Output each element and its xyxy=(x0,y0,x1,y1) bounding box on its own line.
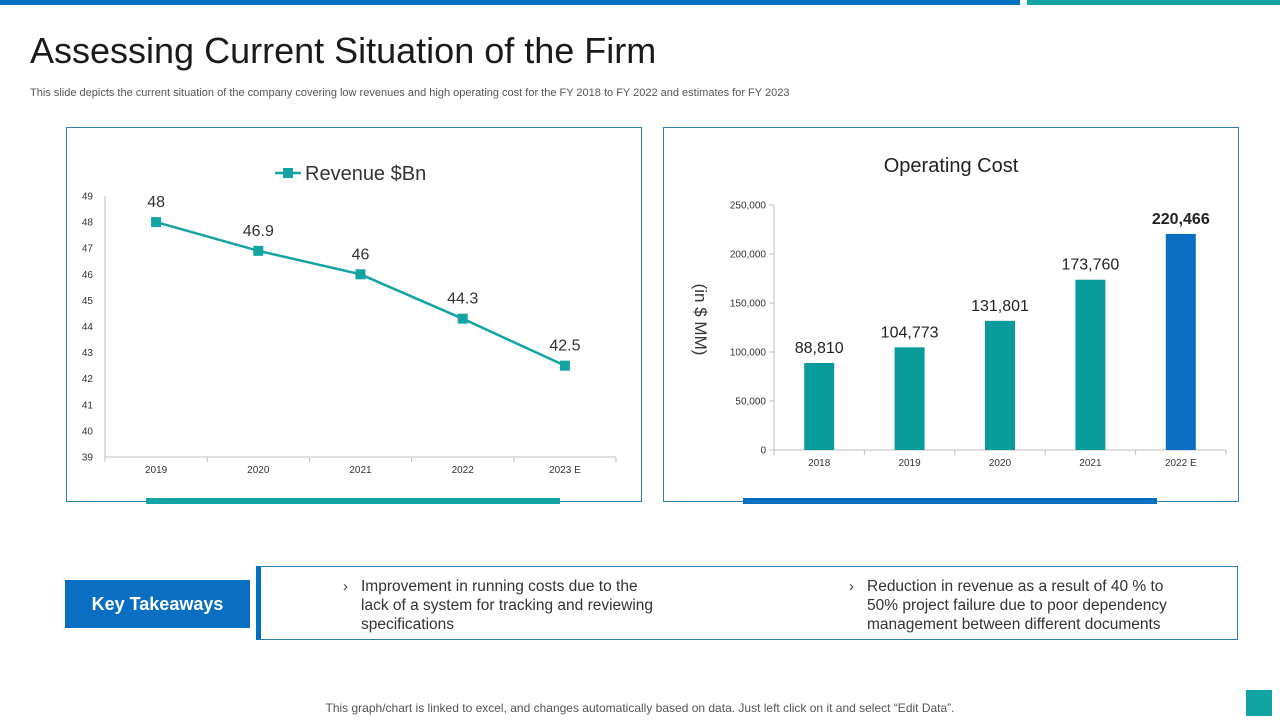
y-tick-label: 200,000 xyxy=(730,250,767,261)
x-tick-label: 2019 xyxy=(898,458,921,469)
revenue-data-point xyxy=(559,360,570,371)
x-tick-label: 2022 xyxy=(452,465,475,476)
y-tick-label: 150,000 xyxy=(730,299,767,310)
revenue-line-chart[interactable]: 39 40 41 42 43 44 45 46 47 48 49 2019 2020 2021 2022 20… xyxy=(67,128,641,501)
y-tick-label: 40 xyxy=(82,426,94,437)
y-tick-label: 42 xyxy=(82,374,94,385)
y-tick-label: 39 xyxy=(82,453,94,464)
revenue-data-label: 46 xyxy=(352,246,370,263)
top-accent-bar-blue xyxy=(0,0,1020,5)
takeaway-item: › Improvement in running costs due to th… xyxy=(343,577,661,634)
y-tick-label: 41 xyxy=(82,400,94,411)
operating-cost-bar xyxy=(1075,279,1106,450)
y-tick-label: 50,000 xyxy=(735,397,766,408)
revenue-data-label: 42.5 xyxy=(549,338,580,355)
chevron-right-icon: › xyxy=(849,578,854,595)
legend-marker xyxy=(283,168,293,178)
x-tick-label: 2023 E xyxy=(549,465,581,476)
operating-cost-bar xyxy=(1165,233,1196,450)
operating-cost-bar xyxy=(804,362,835,450)
y-tick-label: 44 xyxy=(82,322,94,333)
corner-accent-square xyxy=(1246,690,1272,716)
operating-cost-bar xyxy=(985,320,1015,450)
x-tick-label: 2021 xyxy=(1079,458,1102,469)
y-tick-label: 0 xyxy=(760,446,766,457)
revenue-data-point xyxy=(355,269,366,280)
operating-cost-data-label: 88,810 xyxy=(795,340,844,357)
operating-cost-chart-panel[interactable]: Operating Cost 0 50,000 100,000 150,000 200,0… xyxy=(663,127,1239,502)
x-tick-label: 2019 xyxy=(145,465,168,476)
revenue-data-label: 44.3 xyxy=(447,291,478,308)
revenue-panel-accent xyxy=(146,498,560,504)
y-tick-label: 250,000 xyxy=(730,201,767,212)
revenue-data-point xyxy=(253,245,264,256)
top-accent-bar-teal xyxy=(1027,0,1280,5)
x-tick-label: 2018 xyxy=(808,458,831,469)
key-takeaways-panel: › Improvement in running costs due to th… xyxy=(256,566,1238,640)
x-tick-label: 2022 E xyxy=(1165,458,1197,469)
revenue-chart-panel[interactable]: 39 40 41 42 43 44 45 46 47 48 49 2019 2020 2021 2022 20… xyxy=(66,127,642,502)
y-axis-title: (in $ MM) xyxy=(691,284,710,356)
revenue-data-label: 48 xyxy=(147,194,165,211)
chevron-right-icon: › xyxy=(343,578,348,595)
y-tick-label: 45 xyxy=(82,296,94,307)
footer-note: This graph/chart is linked to excel, and… xyxy=(325,701,955,715)
page-subtitle: This slide depicts the current situation… xyxy=(30,87,790,99)
takeaway-item: › Reduction in revenue as a result of 40… xyxy=(849,577,1167,634)
operating-cost-data-label: 104,773 xyxy=(881,324,939,341)
y-tick-label: 100,000 xyxy=(730,348,767,359)
operating-cost-data-label: 220,466 xyxy=(1152,211,1210,228)
takeaway-text: Reduction in revenue as a result of 40 %… xyxy=(867,578,1167,633)
x-tick-label: 2020 xyxy=(247,465,270,476)
legend-label: Revenue $Bn xyxy=(305,163,426,185)
revenue-series-line xyxy=(155,220,566,367)
revenue-data-point xyxy=(457,313,468,324)
y-tick-label: 47 xyxy=(82,244,94,255)
operating-cost-data-label: 131,801 xyxy=(971,298,1029,315)
page-title: Assessing Current Situation of the Firm xyxy=(30,30,657,71)
revenue-data-label: 46.9 xyxy=(243,223,274,240)
operating-cost-bar xyxy=(894,347,925,450)
operating-cost-panel-accent xyxy=(743,498,1157,504)
y-tick-label: 48 xyxy=(82,218,94,229)
key-takeaways-label: Key Takeaways xyxy=(65,580,250,628)
chart-title: Operating Cost xyxy=(884,155,1019,177)
x-tick-label: 2020 xyxy=(989,458,1012,469)
y-tick-label: 46 xyxy=(82,270,94,281)
y-tick-label: 43 xyxy=(82,348,94,359)
x-tick-label: 2021 xyxy=(349,465,372,476)
operating-cost-bar-chart[interactable]: Operating Cost 0 50,000 100,000 150,000 200,0… xyxy=(664,128,1238,501)
y-tick-label: 49 xyxy=(82,192,94,203)
operating-cost-data-label: 173,760 xyxy=(1061,257,1119,274)
revenue-data-point xyxy=(151,217,162,228)
takeaway-text: Improvement in running costs due to the … xyxy=(361,578,654,633)
